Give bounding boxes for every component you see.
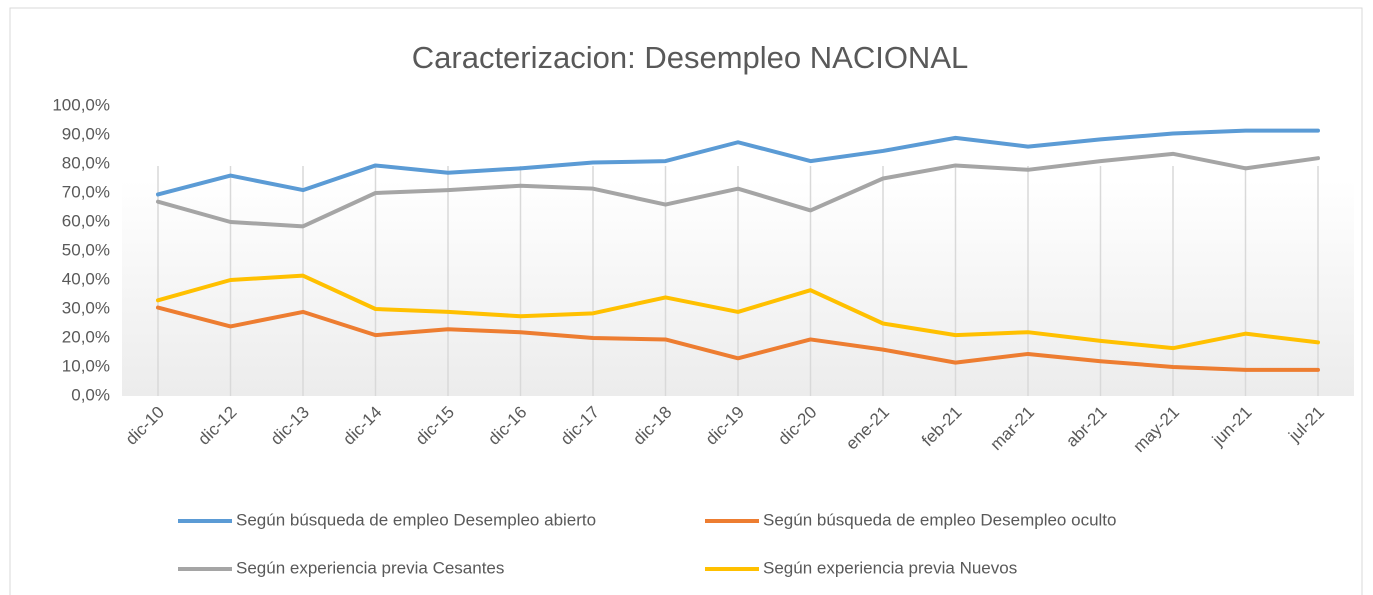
- legend-label: Según experiencia previa Cesantes: [236, 558, 504, 577]
- legend-label: Según búsqueda de empleo Desempleo ocult…: [763, 510, 1116, 529]
- series-line: [156, 151, 1320, 229]
- legend-label: Según búsqueda de empleo Desempleo abier…: [236, 510, 596, 529]
- y-tick-label: 80,0%: [62, 153, 110, 172]
- legend-label: Según experiencia previa Nuevos: [763, 558, 1017, 577]
- y-tick-label: 0,0%: [71, 385, 110, 404]
- y-tick-label: 50,0%: [62, 240, 110, 259]
- y-tick-label: 40,0%: [62, 269, 110, 288]
- y-tick-label: 90,0%: [62, 124, 110, 143]
- chart-title: Caracterizacion: Desempleo NACIONAL: [412, 40, 969, 75]
- series-line: [156, 128, 1320, 197]
- series-line: [156, 305, 1320, 372]
- y-tick-label: 30,0%: [62, 298, 110, 317]
- series-line: [156, 273, 1320, 351]
- y-tick-label: 60,0%: [62, 211, 110, 230]
- y-tick-label: 10,0%: [62, 356, 110, 375]
- y-tick-label: 70,0%: [62, 182, 110, 201]
- y-tick-label: 20,0%: [62, 327, 110, 346]
- y-tick-label: 100,0%: [52, 95, 110, 114]
